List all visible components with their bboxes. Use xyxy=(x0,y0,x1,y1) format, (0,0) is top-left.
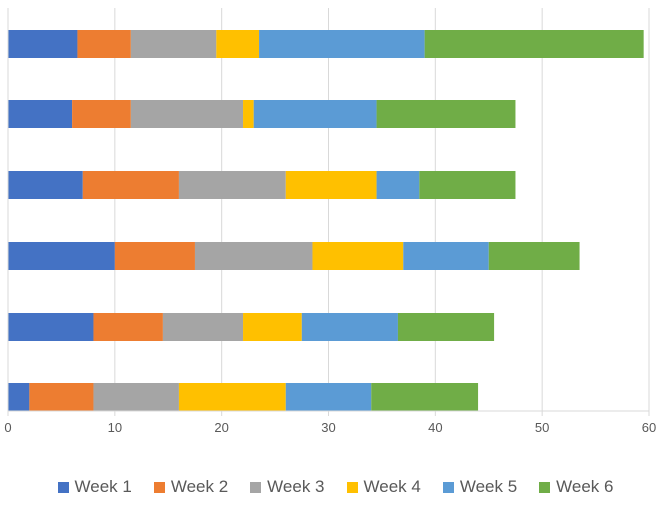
bar-segment-week-1-row-4 xyxy=(8,242,115,270)
bar-segment-week-4-row-2 xyxy=(243,100,254,128)
legend-item: Week 6 xyxy=(539,477,613,497)
x-tick-label: 10 xyxy=(108,420,122,435)
legend-label: Week 4 xyxy=(363,477,421,496)
x-tick-label: 60 xyxy=(642,420,656,435)
bar-segment-week-4-row-4 xyxy=(312,242,404,270)
bar-segment-week-3-row-5 xyxy=(162,313,244,341)
bar-segment-week-6-row-5 xyxy=(397,313,495,341)
legend-item: Week 5 xyxy=(442,477,518,497)
bar-segment-week-6-row-3 xyxy=(419,171,516,199)
legend-label: Week 5 xyxy=(459,477,518,496)
bar-segment-week-5-row-5 xyxy=(301,313,398,341)
legend-item: Week 1 xyxy=(57,477,132,497)
bar-segment-week-3-row-4 xyxy=(194,242,313,270)
x-tick-label: 40 xyxy=(428,420,442,435)
gridlines xyxy=(114,8,650,411)
bar-segment-week-5-row-4 xyxy=(403,242,489,270)
bar-segment-week-1-row-2 xyxy=(8,100,73,128)
legend-swatch xyxy=(442,481,454,493)
bar-segment-week-2-row-4 xyxy=(114,242,195,270)
bar-segment-week-2-row-3 xyxy=(82,171,179,199)
bar-segment-week-6-row-6 xyxy=(371,383,479,411)
legend-swatch xyxy=(539,481,551,493)
x-axis: 0 10 20 30 40 50 60 xyxy=(4,8,656,435)
legend-item: Week 3 xyxy=(250,477,325,497)
stacked-bar-chart: 0 10 20 30 40 50 60 xyxy=(4,8,656,435)
legend-swatch xyxy=(153,481,165,493)
bar-segment-week-5-row-6 xyxy=(285,383,372,411)
x-tick-label: 20 xyxy=(214,420,228,435)
bar-segment-week-4-row-6 xyxy=(178,383,286,411)
bar-segment-week-3-row-6 xyxy=(93,383,179,411)
legend-item: Week 4 xyxy=(346,477,421,497)
legend-swatch xyxy=(346,481,358,493)
legend-item: Week 2 xyxy=(153,477,229,497)
legend-swatch xyxy=(250,481,262,493)
legend-label: Week 3 xyxy=(267,477,325,496)
bar-segment-week-5-row-2 xyxy=(253,100,377,128)
bar-segment-week-2-row-5 xyxy=(93,313,163,341)
bar-segment-week-3-row-2 xyxy=(130,100,244,128)
bar-segment-week-4-row-3 xyxy=(285,171,377,199)
bar-segment-week-3-row-3 xyxy=(178,171,286,199)
bar-segment-week-4-row-5 xyxy=(243,313,302,341)
bar-segment-week-5-row-3 xyxy=(376,171,420,199)
bar-segment-week-2-row-6 xyxy=(29,383,94,411)
chart-legend: Week 1 Week 2 Week 3 Week 4 Week 5 Week 6 xyxy=(0,472,671,502)
x-tick-label: 50 xyxy=(535,420,549,435)
legend-swatch xyxy=(57,481,69,493)
bar-segment-week-6-row-2 xyxy=(376,100,516,128)
bar-segment-week-1-row-3 xyxy=(8,171,83,199)
legend-label: Week 2 xyxy=(170,477,229,496)
x-tick-label: 0 xyxy=(4,420,11,435)
bars xyxy=(8,30,644,411)
bar-segment-week-6-row-1 xyxy=(424,30,644,58)
bar-segment-week-5-row-1 xyxy=(259,30,425,58)
bar-segment-week-3-row-1 xyxy=(130,30,217,58)
bar-segment-week-6-row-4 xyxy=(488,242,580,270)
legend-label: Week 1 xyxy=(74,477,132,496)
bar-segment-week-2-row-2 xyxy=(72,100,131,128)
bar-segment-week-2-row-1 xyxy=(77,30,131,58)
bar-segment-week-1-row-6 xyxy=(8,383,30,411)
bar-segment-week-1-row-5 xyxy=(8,313,94,341)
bar-segment-week-1-row-1 xyxy=(8,30,78,58)
bar-segment-week-4-row-1 xyxy=(216,30,260,58)
legend-label: Week 6 xyxy=(556,477,614,496)
x-tick-label: 30 xyxy=(321,420,335,435)
